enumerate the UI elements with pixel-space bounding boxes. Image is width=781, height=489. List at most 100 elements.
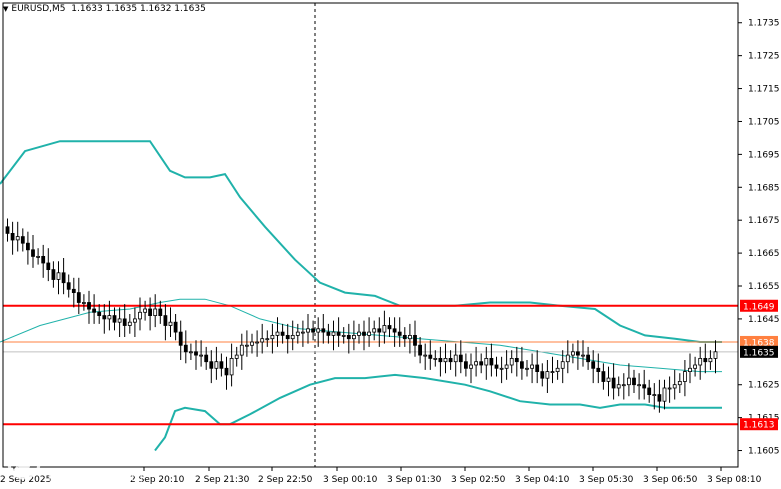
candle[interactable] (413, 320, 417, 357)
candle[interactable] (627, 363, 631, 397)
candle[interactable] (148, 297, 153, 331)
candle[interactable] (530, 353, 534, 384)
candle[interactable] (341, 327, 346, 344)
candle[interactable] (112, 307, 117, 331)
candle[interactable] (290, 320, 295, 351)
candle[interactable] (571, 343, 575, 364)
candle[interactable] (61, 258, 66, 295)
candle[interactable] (168, 307, 173, 337)
candle[interactable] (693, 356, 697, 377)
candle[interactable] (173, 314, 178, 341)
candle[interactable] (458, 340, 463, 374)
candle[interactable] (265, 330, 270, 347)
candle[interactable] (392, 317, 397, 347)
candle[interactable] (255, 330, 260, 357)
candle[interactable] (36, 248, 40, 265)
candle[interactable] (357, 323, 361, 344)
candle[interactable] (107, 300, 112, 331)
candle[interactable] (244, 330, 249, 357)
candle[interactable] (204, 346, 209, 370)
candle[interactable] (351, 320, 356, 351)
candle[interactable] (122, 304, 127, 337)
candle[interactable] (224, 356, 229, 390)
candle[interactable] (300, 320, 305, 347)
candle[interactable] (667, 376, 672, 403)
candle[interactable] (219, 353, 224, 377)
candle[interactable] (606, 366, 611, 397)
candle[interactable] (657, 379, 662, 413)
candle[interactable] (87, 290, 91, 324)
candle[interactable] (535, 350, 540, 384)
candle[interactable] (275, 317, 280, 347)
candle[interactable] (316, 317, 321, 347)
candle[interactable] (402, 327, 407, 347)
candle[interactable] (270, 323, 275, 354)
candle[interactable] (560, 350, 565, 384)
candle[interactable] (520, 346, 524, 380)
candle[interactable] (586, 346, 590, 370)
candle[interactable] (143, 300, 148, 321)
candle[interactable] (92, 294, 96, 324)
candle[interactable] (10, 221, 15, 255)
candle[interactable] (372, 320, 377, 341)
candle[interactable] (484, 346, 489, 380)
candle[interactable] (596, 353, 601, 384)
candle[interactable] (479, 353, 484, 374)
candle[interactable] (46, 248, 51, 282)
candle[interactable] (377, 317, 382, 347)
candle[interactable] (540, 363, 545, 387)
candle[interactable] (428, 340, 433, 370)
candle[interactable] (188, 343, 193, 360)
candle[interactable] (336, 317, 341, 347)
candle[interactable] (407, 323, 412, 354)
candle[interactable] (708, 350, 713, 370)
candle[interactable] (474, 346, 479, 377)
candle[interactable] (346, 323, 351, 354)
candle[interactable] (127, 314, 132, 334)
candle[interactable] (616, 376, 621, 397)
candle[interactable] (5, 218, 10, 242)
candle[interactable] (565, 340, 570, 374)
candle[interactable] (698, 346, 703, 380)
candle[interactable] (433, 350, 438, 367)
candle[interactable] (321, 314, 326, 344)
candle[interactable] (138, 297, 142, 331)
candle[interactable] (632, 369, 636, 393)
candle[interactable] (239, 333, 244, 370)
candle[interactable] (443, 343, 448, 374)
candle[interactable] (662, 379, 667, 410)
candle[interactable] (499, 356, 504, 384)
candle[interactable] (229, 343, 234, 387)
candle[interactable] (555, 360, 560, 380)
candle[interactable] (545, 360, 550, 393)
candle[interactable] (214, 346, 219, 380)
candle[interactable] (82, 294, 86, 311)
candle[interactable] (102, 304, 107, 334)
candle[interactable] (183, 330, 188, 364)
candle[interactable] (260, 323, 265, 354)
candle[interactable] (51, 261, 56, 288)
candle[interactable] (25, 231, 30, 265)
candle[interactable] (382, 310, 387, 344)
candle[interactable] (637, 373, 641, 400)
candle[interactable] (367, 317, 372, 347)
candle[interactable] (621, 373, 626, 400)
candle[interactable] (71, 277, 76, 308)
candle[interactable] (31, 235, 35, 268)
candle[interactable] (199, 340, 204, 367)
candle[interactable] (209, 350, 214, 384)
candle[interactable] (331, 320, 336, 351)
candle[interactable] (494, 356, 499, 377)
candle[interactable] (453, 343, 458, 377)
candle[interactable] (642, 369, 647, 400)
candle[interactable] (15, 221, 20, 252)
candle[interactable] (41, 244, 46, 278)
candle[interactable] (306, 314, 310, 344)
candle[interactable] (178, 320, 183, 360)
candle[interactable] (550, 356, 555, 384)
candle[interactable] (153, 294, 158, 328)
candle[interactable] (311, 320, 316, 341)
candle[interactable] (326, 323, 331, 344)
candle[interactable] (448, 350, 453, 370)
